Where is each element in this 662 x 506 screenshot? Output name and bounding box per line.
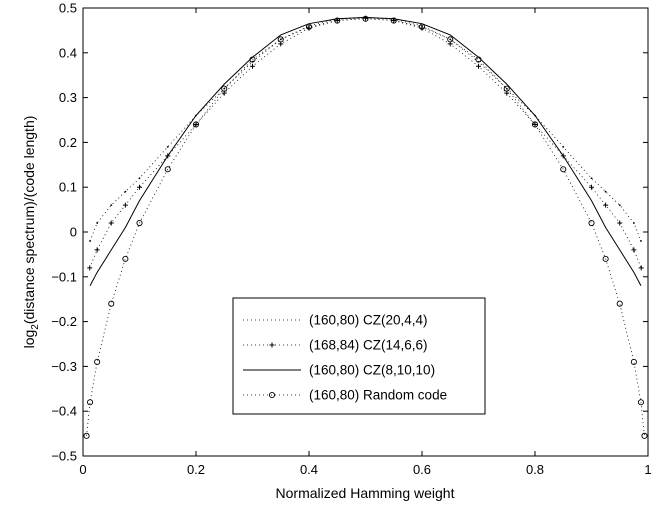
- x-tick-label: 0.8: [526, 462, 544, 477]
- legend-label: (160,80) Random code: [309, 388, 447, 403]
- data-point: [87, 399, 94, 406]
- data-point: [588, 219, 595, 227]
- y-tick-label: 0.1: [59, 180, 77, 195]
- data-point: [562, 145, 565, 148]
- data-point: [362, 15, 369, 22]
- x-tick-label: 0.2: [187, 462, 205, 477]
- y-tick-label: −0.5: [51, 449, 77, 464]
- data-point: [124, 190, 127, 193]
- data-point: [603, 202, 609, 208]
- legend-item: (168,84) CZ(14,6,6): [243, 338, 428, 353]
- y-tick-label: 0.4: [59, 45, 77, 60]
- data-point: [108, 220, 114, 226]
- axis-ticks: [82, 7, 649, 457]
- data-point: [137, 184, 142, 190]
- data-point: [560, 166, 567, 173]
- legend-marker: [268, 391, 276, 399]
- y-tick-label: 0.2: [59, 135, 77, 150]
- data-point: [602, 255, 609, 262]
- data-point: [249, 56, 256, 63]
- x-tick-label: 0.4: [300, 462, 318, 477]
- y-tick-label: 0.3: [59, 90, 77, 105]
- legend-marker: [269, 342, 275, 348]
- y-axis-label-log: log: [21, 330, 37, 349]
- x-tick-label: 0: [79, 462, 86, 477]
- data-point: [617, 220, 623, 226]
- legend-item: (160,80) CZ(8,10,10): [243, 363, 435, 378]
- data-point: [277, 36, 284, 43]
- data-point: [96, 222, 99, 224]
- legend-label: (168,84) CZ(14,6,6): [309, 338, 428, 353]
- legend-item: (160,80) Random code: [243, 388, 447, 403]
- data-point: [632, 222, 635, 224]
- data-point: [505, 87, 508, 90]
- data-point: [87, 265, 93, 271]
- data-point: [476, 63, 481, 69]
- data-point: [122, 255, 129, 262]
- data-point: [192, 121, 200, 128]
- series-line: [89, 16, 642, 286]
- y-tick-labels: −0.5 −0.4 −0.3 −0.2 −0.1 0 0.1 0.2 0.3 0.4 0.5: [51, 1, 77, 464]
- data-point: [618, 204, 621, 207]
- data-point: [110, 204, 113, 207]
- x-tick-labels: 0 0.2 0.4 0.6 0.8 1: [79, 462, 651, 477]
- y-tick-label: 0.5: [59, 1, 77, 16]
- data-point: [531, 121, 539, 128]
- data-point: [250, 63, 255, 69]
- y-tick-label: −0.2: [51, 314, 77, 329]
- data-point: [447, 36, 454, 43]
- data-point: [503, 85, 510, 92]
- data-point: [138, 177, 141, 180]
- data-point: [136, 219, 143, 227]
- y-axis-label-sub: 2: [30, 324, 41, 330]
- series-4: [83, 15, 648, 439]
- data-point: [390, 17, 397, 24]
- data-point: [94, 358, 101, 365]
- legend-label: (160,80) CZ(20,4,4): [309, 313, 428, 328]
- data-point: [589, 184, 594, 190]
- data-point: [640, 240, 642, 242]
- legend: (160,80) CZ(20,4,4) (168,84) CZ(14,6,6) (1…: [232, 297, 486, 415]
- data-point: [532, 121, 538, 127]
- data-point: [193, 121, 199, 127]
- y-tick-label: −0.4: [51, 404, 77, 419]
- x-axis-label: Normalized Hamming weight: [276, 485, 455, 501]
- data-point: [630, 358, 637, 365]
- series-3: [89, 16, 642, 286]
- y-axis-label-rest: (distance spectrum)/(code length): [21, 116, 37, 325]
- legend-label: (160,80) CZ(8,10,10): [309, 363, 435, 378]
- data-point: [637, 399, 644, 406]
- data-point: [94, 247, 100, 253]
- data-point: [631, 247, 637, 253]
- data-point: [334, 17, 341, 24]
- data-point: [590, 177, 593, 180]
- y-tick-label: 0: [70, 225, 77, 240]
- data-point: [641, 432, 648, 439]
- data-point: [166, 145, 169, 148]
- data-point: [83, 432, 90, 439]
- data-point: [475, 56, 482, 63]
- data-point: [108, 300, 115, 307]
- data-point: [164, 166, 171, 173]
- data-point: [449, 38, 452, 41]
- data-point: [122, 202, 128, 208]
- data-point: [363, 15, 368, 21]
- data-point: [638, 265, 644, 271]
- data-point: [418, 23, 426, 30]
- data-point: [221, 85, 228, 92]
- data-point: [305, 23, 313, 30]
- data-point: [616, 300, 623, 307]
- y-tick-label: −0.3: [51, 359, 77, 374]
- series-layer: [83, 15, 648, 439]
- y-tick-label: −0.1: [51, 269, 77, 284]
- legend-item: (160,80) CZ(20,4,4): [243, 313, 428, 328]
- x-tick-label: 0.6: [413, 462, 431, 477]
- data-point: [279, 38, 282, 41]
- data-point: [604, 190, 607, 193]
- x-tick-label: 1: [644, 462, 651, 477]
- y-axis-label: log2(distance spectrum)/(code length): [21, 116, 41, 349]
- data-point: [89, 240, 91, 242]
